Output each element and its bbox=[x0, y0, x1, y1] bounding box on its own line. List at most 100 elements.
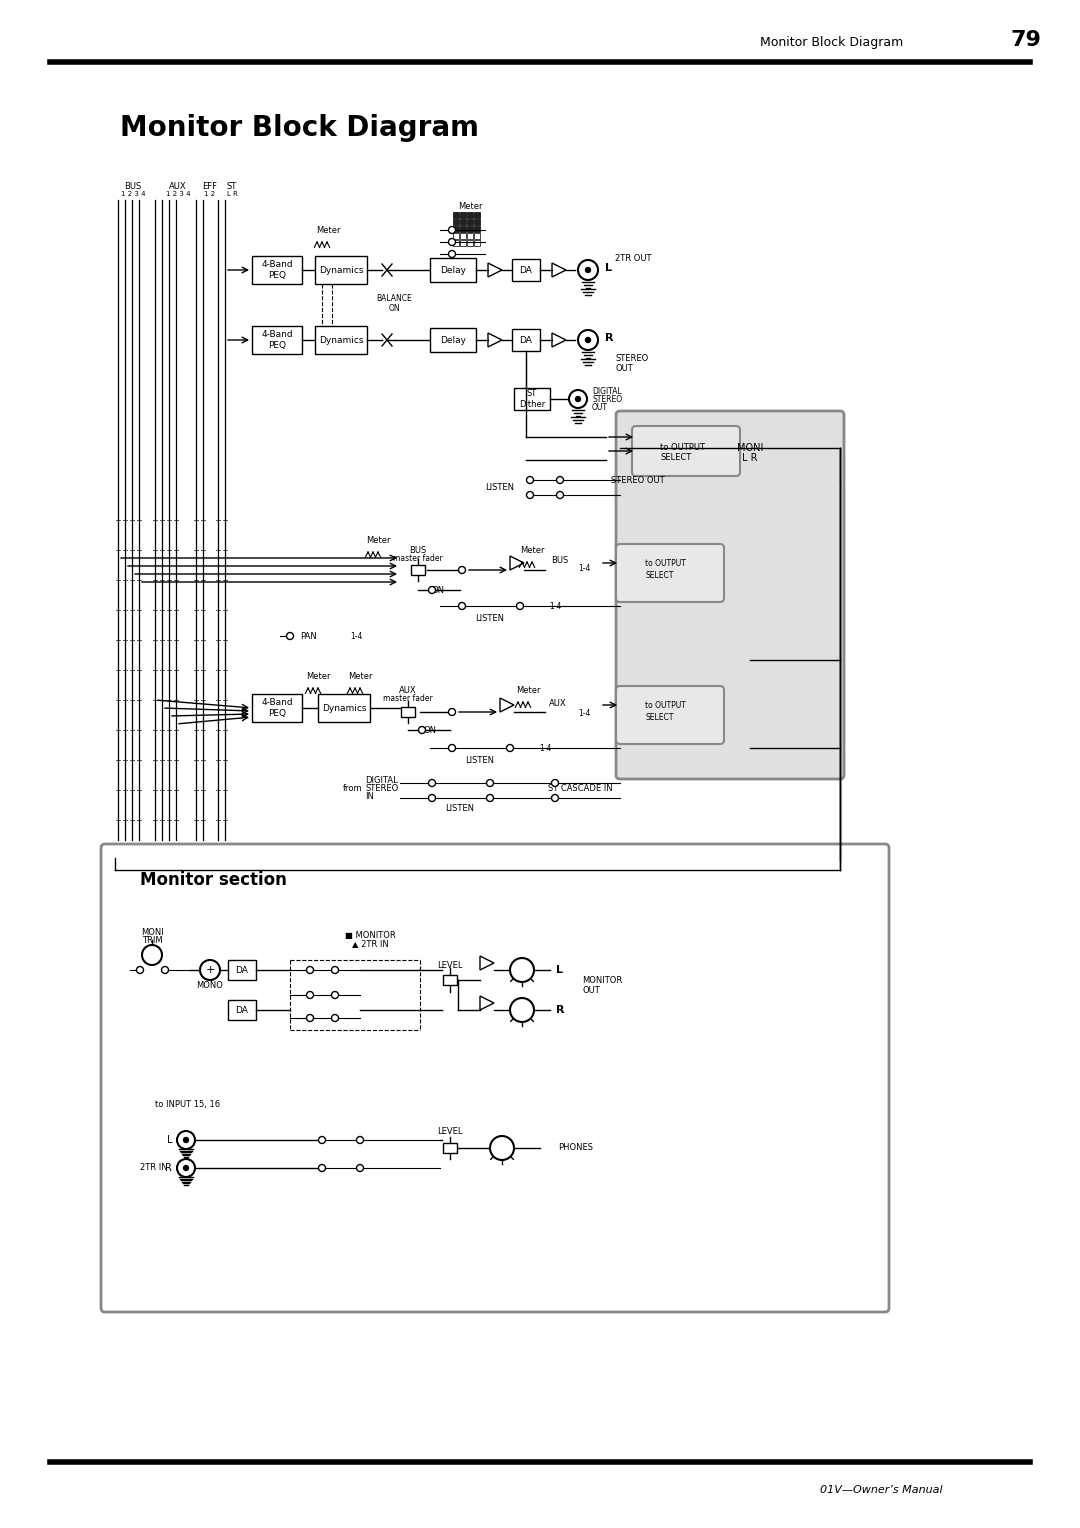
Text: ST CASCADE IN: ST CASCADE IN bbox=[548, 784, 612, 793]
Text: 2TR IN: 2TR IN bbox=[140, 1163, 167, 1172]
Circle shape bbox=[200, 960, 220, 979]
Text: DA: DA bbox=[235, 1005, 248, 1015]
Circle shape bbox=[332, 1015, 338, 1022]
Text: LISTEN: LISTEN bbox=[475, 614, 504, 622]
Text: 1-4: 1-4 bbox=[539, 744, 551, 752]
Bar bbox=[453, 219, 459, 225]
Text: ■ MONITOR: ■ MONITOR bbox=[345, 931, 395, 940]
Circle shape bbox=[356, 1137, 364, 1143]
Bar bbox=[430, 258, 476, 283]
Text: R: R bbox=[605, 333, 613, 342]
Circle shape bbox=[510, 958, 534, 983]
Text: Meter: Meter bbox=[458, 202, 483, 211]
Bar bbox=[460, 212, 465, 219]
Text: from: from bbox=[342, 784, 362, 793]
Circle shape bbox=[332, 967, 338, 973]
Bar bbox=[474, 212, 480, 219]
Text: 1-4: 1-4 bbox=[578, 709, 591, 718]
Circle shape bbox=[486, 795, 494, 802]
Text: OUT: OUT bbox=[615, 364, 633, 373]
Circle shape bbox=[448, 251, 456, 258]
Bar bbox=[453, 240, 459, 246]
Text: R: R bbox=[556, 1005, 565, 1015]
Text: MONI: MONI bbox=[737, 443, 764, 452]
Text: LEVEL: LEVEL bbox=[437, 1128, 462, 1137]
Text: DA: DA bbox=[235, 966, 248, 975]
Bar bbox=[453, 212, 459, 219]
Text: IN: IN bbox=[365, 792, 374, 801]
FancyBboxPatch shape bbox=[632, 426, 740, 477]
Text: BUS: BUS bbox=[124, 182, 141, 191]
Text: MONITOR: MONITOR bbox=[582, 975, 622, 984]
Text: L: L bbox=[166, 1135, 172, 1144]
Bar bbox=[401, 707, 415, 717]
Circle shape bbox=[419, 726, 426, 733]
Bar bbox=[315, 325, 367, 354]
Bar bbox=[411, 565, 426, 575]
Bar bbox=[252, 257, 302, 284]
Text: to OUTPUT: to OUTPUT bbox=[645, 559, 686, 567]
Circle shape bbox=[184, 1137, 189, 1143]
Bar bbox=[453, 226, 459, 232]
Text: Monitor Block Diagram: Monitor Block Diagram bbox=[760, 35, 903, 49]
Text: BALANCE: BALANCE bbox=[376, 293, 411, 303]
Text: ST: ST bbox=[227, 182, 238, 191]
Circle shape bbox=[569, 390, 588, 408]
Circle shape bbox=[527, 477, 534, 483]
Circle shape bbox=[459, 567, 465, 573]
Text: AUX: AUX bbox=[400, 686, 417, 695]
Circle shape bbox=[448, 238, 456, 246]
Circle shape bbox=[516, 602, 524, 610]
Text: R: R bbox=[165, 1163, 172, 1174]
Text: PAN: PAN bbox=[299, 631, 316, 640]
Circle shape bbox=[286, 633, 294, 640]
Text: Meter: Meter bbox=[366, 535, 390, 544]
Circle shape bbox=[459, 602, 465, 610]
Text: 4-Band
PEQ: 4-Band PEQ bbox=[261, 698, 293, 718]
Text: LISTEN: LISTEN bbox=[486, 483, 514, 492]
Text: SELECT: SELECT bbox=[645, 570, 673, 579]
Text: DIGITAL: DIGITAL bbox=[592, 387, 622, 396]
Text: 1 2 3 4: 1 2 3 4 bbox=[121, 191, 145, 197]
Text: 1-4: 1-4 bbox=[578, 564, 591, 573]
Text: 1 2: 1 2 bbox=[204, 191, 216, 197]
Text: MONO: MONO bbox=[197, 981, 224, 990]
Text: STEREO: STEREO bbox=[592, 394, 622, 403]
Text: Monitor Block Diagram: Monitor Block Diagram bbox=[120, 115, 480, 142]
Text: Meter: Meter bbox=[348, 671, 373, 680]
Text: 2TR OUT: 2TR OUT bbox=[615, 254, 651, 263]
Bar bbox=[467, 212, 473, 219]
Text: EFF: EFF bbox=[203, 182, 217, 191]
Circle shape bbox=[429, 795, 435, 802]
Bar bbox=[430, 329, 476, 351]
Text: STEREO: STEREO bbox=[615, 353, 648, 362]
Text: ST
Dither: ST Dither bbox=[518, 390, 545, 408]
Text: to INPUT 15, 16: to INPUT 15, 16 bbox=[156, 1100, 220, 1109]
Text: DA: DA bbox=[519, 266, 532, 275]
Bar bbox=[467, 240, 473, 246]
Circle shape bbox=[556, 492, 564, 498]
Text: TRIM: TRIM bbox=[141, 935, 162, 944]
Text: Dynamics: Dynamics bbox=[319, 336, 363, 344]
Text: L: L bbox=[605, 263, 612, 274]
Text: Monitor section: Monitor section bbox=[140, 871, 287, 889]
Circle shape bbox=[429, 779, 435, 787]
Bar bbox=[453, 232, 459, 238]
Circle shape bbox=[177, 1160, 195, 1177]
Bar bbox=[474, 219, 480, 225]
Circle shape bbox=[319, 1137, 325, 1143]
Text: AUX: AUX bbox=[170, 182, 187, 191]
Text: Meter: Meter bbox=[315, 226, 340, 234]
Circle shape bbox=[332, 992, 338, 998]
Text: SELECT: SELECT bbox=[660, 452, 691, 461]
Text: LISTEN: LISTEN bbox=[446, 804, 474, 813]
Bar bbox=[460, 226, 465, 232]
Circle shape bbox=[307, 992, 313, 998]
Text: MONI: MONI bbox=[140, 927, 163, 937]
Text: STEREO: STEREO bbox=[365, 784, 399, 793]
Text: 79: 79 bbox=[1010, 31, 1041, 50]
Circle shape bbox=[307, 1015, 313, 1022]
Text: BUS: BUS bbox=[552, 556, 569, 564]
Circle shape bbox=[486, 779, 494, 787]
Bar bbox=[460, 219, 465, 225]
